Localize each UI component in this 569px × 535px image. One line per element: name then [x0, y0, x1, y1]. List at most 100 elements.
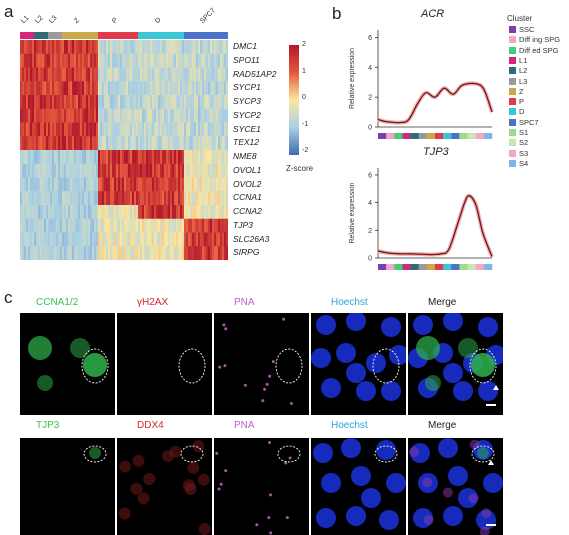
heatmap-cell	[34, 109, 36, 123]
heatmap-cell	[136, 123, 138, 137]
heatmap-cell	[142, 109, 144, 123]
heatmap-cell	[74, 178, 76, 192]
heatmap-cell	[152, 191, 154, 205]
heatmap-cell	[98, 54, 100, 68]
heatmap-cell	[164, 178, 166, 192]
channel-label: PNA	[234, 420, 255, 431]
heatmap-cell	[106, 40, 108, 54]
heatmap-cell	[184, 219, 186, 233]
heatmap-cell	[196, 205, 198, 219]
heatmap-cell	[148, 233, 150, 247]
heatmap-cell	[92, 246, 94, 260]
heatmap-cell	[200, 246, 202, 260]
heatmap-cell	[46, 164, 48, 178]
heatmap-cell	[40, 123, 42, 137]
heatmap-cell	[90, 136, 92, 150]
heatmap-cell	[104, 54, 106, 68]
heatmap-cell	[28, 136, 30, 150]
heatmap-cell	[186, 54, 188, 68]
cell-signal	[286, 516, 289, 519]
heatmap-cell	[90, 109, 92, 123]
heatmap-cell	[176, 178, 178, 192]
heatmap-cell	[160, 219, 162, 233]
heatmap-cell	[72, 54, 74, 68]
cell-signal	[183, 479, 195, 491]
heatmap-cell	[180, 136, 182, 150]
heatmap-cell	[114, 150, 116, 164]
heatmap-cell	[24, 95, 26, 109]
heatmap-cell	[190, 164, 192, 178]
heatmap-cell	[64, 246, 66, 260]
heatmap-cell	[146, 150, 148, 164]
heatmap-cell	[164, 164, 166, 178]
heatmap-cell	[176, 205, 178, 219]
heatmap-cell	[96, 191, 98, 205]
heatmap-cell	[34, 164, 36, 178]
heatmap-cell	[60, 150, 62, 164]
heatmap-cell	[152, 123, 154, 137]
heatmap-cell	[188, 246, 190, 260]
heatmap-cell	[164, 109, 166, 123]
heatmap-cell	[144, 164, 146, 178]
heatmap-cell	[68, 95, 70, 109]
heatmap-cell	[30, 233, 32, 247]
heatmap-cell	[66, 233, 68, 247]
heatmap-cell	[112, 205, 114, 219]
heatmap-cell	[174, 40, 176, 54]
heatmap-cell	[94, 191, 96, 205]
heatmap-cell	[122, 123, 124, 137]
heatmap-cell	[52, 81, 54, 95]
heatmap-cell	[78, 81, 80, 95]
heatmap-cell	[108, 150, 110, 164]
heatmap-cell	[184, 164, 186, 178]
heatmap-cell	[188, 233, 190, 247]
cell-signal	[272, 360, 275, 363]
heatmap-cell	[98, 233, 100, 247]
heatmap-cell	[100, 150, 102, 164]
heatmap-cell	[150, 54, 152, 68]
heatmap-cell	[168, 150, 170, 164]
heatmap-cell	[204, 205, 206, 219]
heatmap-cell	[144, 68, 146, 82]
heatmap-cell	[120, 81, 122, 95]
heatmap-cell	[42, 219, 44, 233]
cell-signal	[448, 466, 468, 486]
heatmap-cell	[88, 109, 90, 123]
cell-signal	[263, 388, 266, 391]
heatmap-cell	[218, 40, 220, 54]
heatmap-cell	[214, 54, 216, 68]
heatmap-cell	[178, 219, 180, 233]
heatmap-cell	[106, 178, 108, 192]
heatmap-cell	[72, 164, 74, 178]
pseudotime-cluster-strip	[484, 264, 492, 270]
heatmap-cell	[196, 233, 198, 247]
heatmap-cell	[52, 54, 54, 68]
heatmap-cell	[94, 246, 96, 260]
heatmap-cell	[100, 123, 102, 137]
heatmap-cell	[102, 81, 104, 95]
heatmap-cell	[28, 68, 30, 82]
pseudotime-cluster-strip	[386, 264, 394, 270]
heatmap-cell	[118, 178, 120, 192]
heatmap-cell	[158, 109, 160, 123]
heatmap-cell	[34, 68, 36, 82]
cluster-label: L2	[34, 15, 44, 25]
heatmap-cell	[76, 178, 78, 192]
heatmap-cell	[86, 136, 88, 150]
heatmap-cell	[82, 246, 84, 260]
heatmap-cell	[64, 81, 66, 95]
heatmap-cell	[196, 81, 198, 95]
legend-label: S2	[519, 138, 528, 147]
heatmap-cell	[70, 95, 72, 109]
heatmap-cell	[184, 95, 186, 109]
heatmap-cell	[130, 233, 132, 247]
heatmap-cell	[58, 150, 60, 164]
heatmap-cell	[90, 246, 92, 260]
heatmap-cell	[20, 95, 22, 109]
pseudotime-cluster-strip	[451, 133, 459, 139]
heatmap-cell	[130, 191, 132, 205]
heatmap-cell	[208, 40, 210, 54]
cell-signal	[143, 473, 155, 485]
heatmap-cell	[86, 54, 88, 68]
pseudotime-cluster-strip	[459, 133, 467, 139]
